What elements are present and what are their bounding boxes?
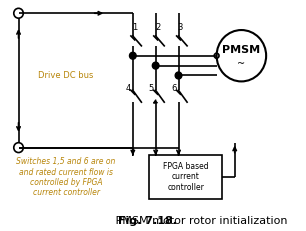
Text: 3: 3 — [178, 23, 183, 32]
Text: 2: 2 — [155, 23, 160, 32]
Text: Fig. 7.18.: Fig. 7.18. — [118, 216, 177, 226]
Text: FPGA based
current
controller: FPGA based current controller — [163, 162, 208, 192]
Bar — [149, 155, 222, 199]
Text: ~: ~ — [237, 59, 245, 69]
Text: PMSM: PMSM — [222, 45, 260, 55]
Text: Switches 1,5 and 6 are on
and rated current flow is
controlled by FPGA
current c: Switches 1,5 and 6 are on and rated curr… — [17, 157, 116, 197]
Text: 1: 1 — [132, 23, 137, 32]
Circle shape — [152, 62, 159, 69]
Text: 4: 4 — [125, 84, 131, 93]
Circle shape — [175, 72, 182, 79]
Text: 5: 5 — [148, 84, 154, 93]
Text: Drive DC bus: Drive DC bus — [39, 71, 94, 80]
Text: PMSM motor rotor initialization: PMSM motor rotor initialization — [112, 216, 287, 226]
Text: 6: 6 — [171, 84, 177, 93]
Circle shape — [129, 52, 136, 59]
